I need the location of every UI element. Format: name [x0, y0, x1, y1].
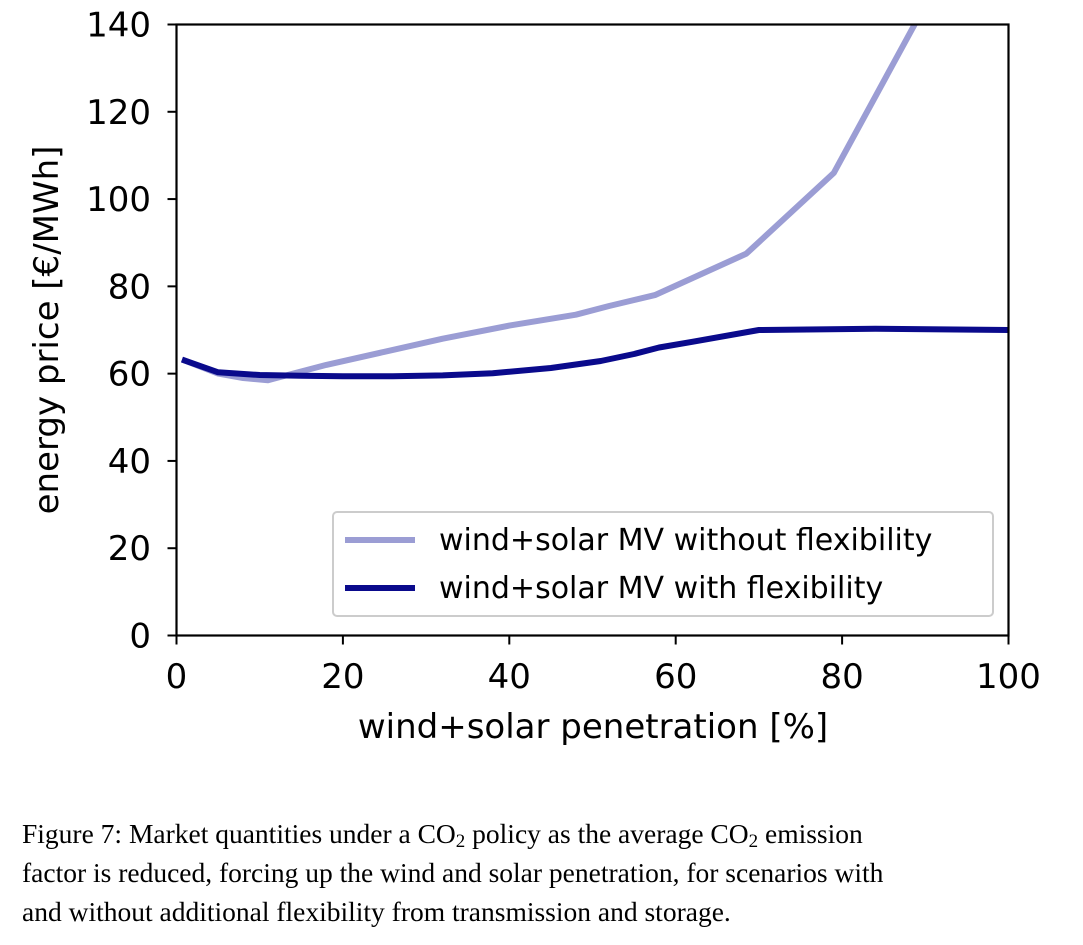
caption-line-2: factor is reduced, forcing up the wind a…: [22, 857, 884, 888]
series-line-2: [180, 325, 1009, 380]
y-tick-label: 40: [108, 442, 151, 482]
series-layer: [180, 24, 1009, 384]
series-line-1: [180, 24, 919, 384]
figure-caption: Figure 7: Market quantities under a CO2 …: [22, 814, 1072, 931]
x-tick-label: 0: [166, 657, 188, 697]
y-tick-label: 60: [108, 355, 151, 395]
x-tick-label: 40: [488, 657, 531, 697]
y-tick-label: 120: [86, 93, 151, 133]
line-chart: 0 20 40 60 80 100 0 20 40 60 80 100 120 140 wind+sol…: [27, 6, 1041, 748]
y-axis-label: energy price [€/MWh]: [27, 146, 67, 515]
x-axis: 0 20 40 60 80 100: [166, 635, 1041, 697]
subscript: 2: [455, 831, 466, 852]
subscript: 2: [748, 831, 759, 852]
legend-label-2: wind+solar MV with flexibility: [439, 571, 883, 606]
caption-line-3: and without additional flexibility from …: [22, 896, 731, 927]
y-tick-label: 0: [129, 617, 151, 657]
x-axis-label: wind+solar penetration [%]: [358, 707, 828, 747]
figure: 0 20 40 60 80 100 0 20 40 60 80 100 120 140 wind+sol…: [27, 6, 1041, 748]
y-tick-label: 20: [108, 529, 151, 569]
axes-frame: [175, 23, 1010, 637]
y-tick-label: 80: [108, 267, 151, 307]
legend: wind+solar MV without flexibility wind+so…: [332, 511, 994, 617]
x-tick-label: 20: [321, 657, 364, 697]
y-tick-label: 140: [86, 6, 151, 46]
y-axis: 0 20 40 60 80 100 120 140: [86, 6, 177, 657]
caption-line-1: Figure 7: Market quantities under a CO2 …: [22, 818, 863, 852]
legend-frame: [332, 511, 994, 617]
x-tick-label: 80: [820, 657, 863, 697]
x-tick-label: 60: [654, 657, 697, 697]
legend-label-1: wind+solar MV without flexibility: [439, 523, 932, 558]
y-tick-label: 100: [86, 180, 151, 220]
x-tick-label: 100: [976, 657, 1041, 697]
